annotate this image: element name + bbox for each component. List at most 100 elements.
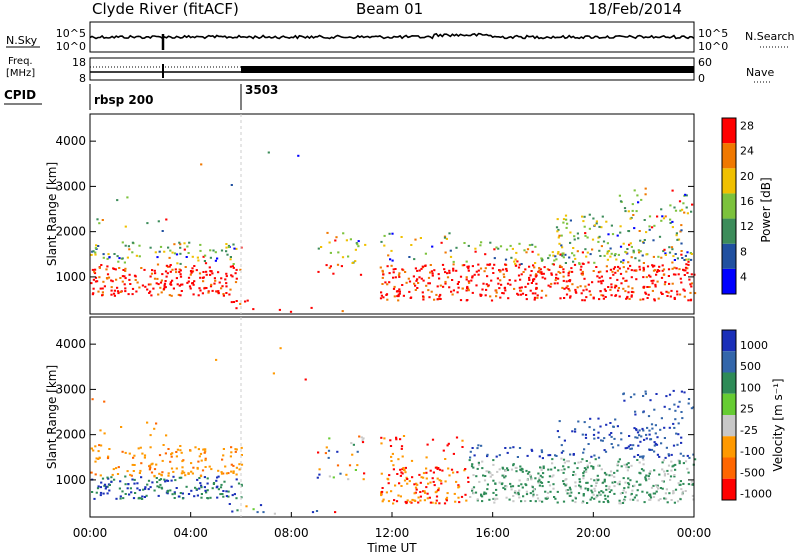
range-gate [637, 249, 640, 252]
range-gate [428, 296, 431, 299]
range-gate [163, 284, 166, 287]
range-gate [544, 490, 547, 493]
range-gate [641, 457, 644, 459]
range-gate [392, 464, 395, 467]
range-gate [623, 463, 626, 466]
noise-search-label: N.Search [745, 30, 795, 43]
range-gate [690, 285, 693, 288]
range-gate [192, 283, 195, 286]
range-gate [496, 497, 499, 500]
range-gate [504, 289, 507, 292]
range-gate [471, 275, 474, 278]
range-gate [218, 281, 221, 284]
range-gate [123, 261, 126, 264]
range-gate [143, 456, 146, 459]
range-gate [674, 463, 677, 466]
range-gate [405, 281, 408, 284]
range-gate [476, 467, 479, 470]
range-gate [598, 235, 601, 238]
range-gate [528, 276, 531, 279]
range-gate [582, 472, 585, 474]
range-gate [646, 286, 649, 288]
range-tick-label: 2000 [55, 428, 86, 442]
range-gate [653, 444, 656, 447]
range-gate [232, 243, 235, 246]
range-gate [144, 285, 147, 288]
range-gate [355, 242, 358, 245]
range-gate [558, 242, 561, 245]
range-gate [536, 497, 540, 500]
range-gate [416, 287, 419, 289]
range-gate [455, 269, 458, 272]
range-gate [167, 472, 170, 475]
range-gate [593, 261, 596, 264]
range-gate [394, 276, 397, 279]
range-gate [440, 479, 443, 482]
range-gate [138, 286, 141, 289]
range-gate [97, 485, 100, 488]
range-gate [572, 470, 575, 473]
range-gate [532, 264, 535, 267]
range-gate [481, 500, 484, 503]
range-gate [666, 469, 669, 472]
range-gate [198, 487, 201, 490]
range-gate [582, 451, 585, 454]
range-gate [401, 468, 404, 471]
range-gate [572, 474, 575, 476]
range-gate [605, 220, 608, 223]
range-gate [664, 215, 667, 218]
range-gate [645, 437, 648, 440]
range-gate [560, 266, 563, 269]
range-gate [624, 481, 627, 484]
range-gate [691, 494, 694, 497]
range-gate [483, 479, 487, 482]
range-gate [565, 293, 569, 296]
range-gate [605, 265, 608, 268]
range-gate [160, 473, 163, 476]
range-gate [455, 480, 458, 483]
range-gate [196, 256, 199, 259]
range-gate [214, 251, 217, 254]
range-gate [394, 268, 397, 270]
range-gate [128, 278, 131, 281]
range-gate [562, 256, 565, 259]
range-gate [690, 483, 693, 486]
range-gate [422, 472, 426, 475]
range-gate [618, 295, 621, 298]
power-panel-frame [89, 113, 695, 315]
range-gate [549, 285, 552, 288]
range-gate [489, 241, 492, 244]
range-gate [533, 296, 537, 299]
time-tick-label: 00:00 [73, 526, 108, 540]
range-gate [585, 255, 588, 258]
range-gate [399, 438, 402, 441]
range-gate [605, 488, 608, 491]
range-gate [435, 293, 438, 296]
range-gate [599, 255, 602, 257]
range-gate [604, 450, 608, 453]
range-gate [679, 452, 682, 455]
range-gate [565, 489, 568, 492]
range-gate [354, 469, 357, 471]
range-gate [239, 302, 242, 305]
colorbar-swatch [722, 457, 736, 479]
range-gate [427, 482, 430, 485]
range-gate [131, 241, 134, 244]
range-gate [571, 499, 574, 502]
range-gate [172, 475, 175, 478]
range-gate [230, 446, 233, 449]
range-gate [164, 270, 168, 273]
range-gate [380, 436, 383, 439]
range-gate [445, 496, 449, 499]
range-gate [627, 462, 630, 465]
range-gate [431, 501, 434, 504]
range-gate [390, 264, 393, 267]
range-gate [119, 480, 122, 483]
range-gate [656, 269, 659, 272]
range-gate [209, 496, 212, 499]
range-gate [452, 289, 455, 292]
range-gate [571, 430, 574, 433]
range-gate [469, 450, 472, 453]
range-gate [682, 202, 685, 205]
